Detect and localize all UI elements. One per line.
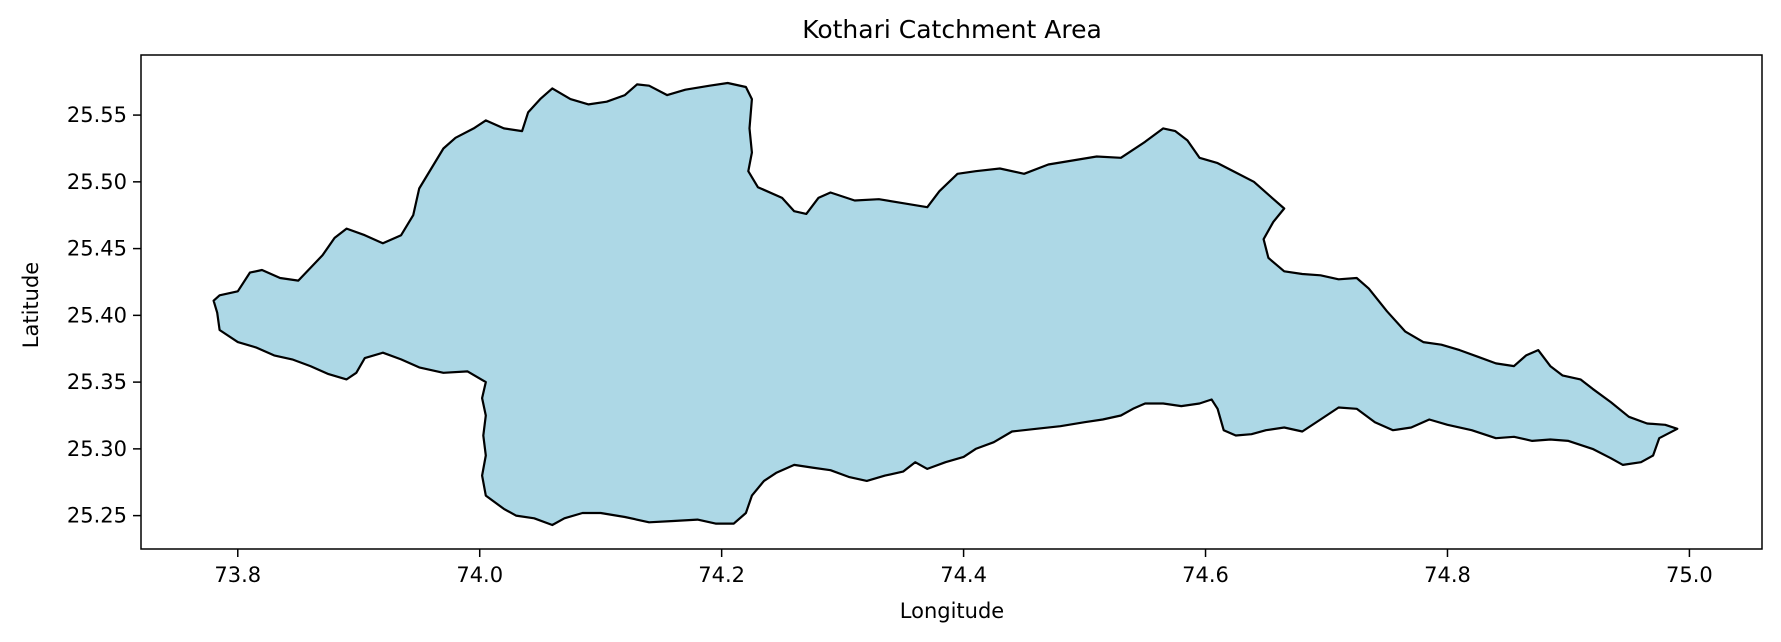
plot-area bbox=[140, 54, 1763, 550]
x-tick-label: 75.0 bbox=[1666, 563, 1713, 587]
x-axis: 73.8 74.0 74.2 74.4 74.6 74.8 75.0 bbox=[214, 549, 1713, 587]
y-axis: 25.25 25.30 25.35 25.40 25.45 25.50 25.55 bbox=[67, 103, 141, 528]
plot-frame bbox=[140, 54, 1763, 550]
x-tick-label: 74.8 bbox=[1424, 563, 1471, 587]
y-tick-label: 25.45 bbox=[67, 237, 127, 261]
y-tick-label: 25.25 bbox=[67, 504, 127, 528]
x-tick-label: 74.4 bbox=[940, 563, 987, 587]
catchment-boundary-polygon bbox=[212, 81, 1679, 527]
x-axis-label: Longitude bbox=[900, 599, 1004, 623]
chart-title: Kothari Catchment Area bbox=[802, 15, 1102, 44]
x-tick-label: 73.8 bbox=[214, 563, 261, 587]
y-axis-label: Latitude bbox=[19, 262, 43, 348]
y-tick-label: 25.40 bbox=[67, 303, 127, 327]
y-tick-label: 25.55 bbox=[67, 103, 127, 127]
y-tick-label: 25.50 bbox=[67, 170, 127, 194]
x-tick-label: 74.0 bbox=[456, 563, 503, 587]
y-tick-label: 25.35 bbox=[67, 370, 127, 394]
x-tick-label: 74.6 bbox=[1182, 563, 1229, 587]
y-tick-label: 25.30 bbox=[67, 437, 127, 461]
x-tick-label: 74.2 bbox=[698, 563, 745, 587]
